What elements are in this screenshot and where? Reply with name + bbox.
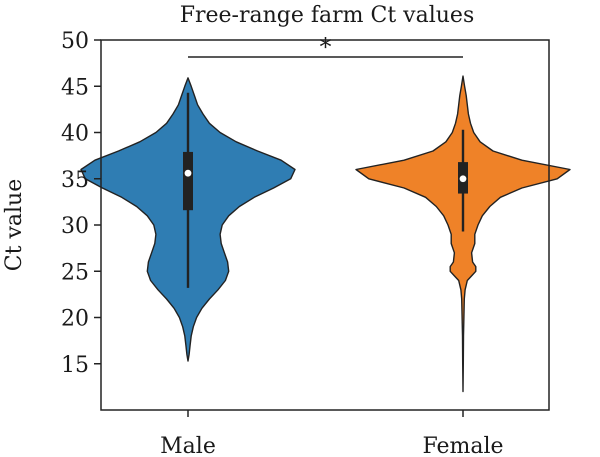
y-tick-label: 35	[61, 168, 89, 193]
y-tick-label: 25	[61, 260, 89, 285]
y-tick-label: 40	[61, 122, 89, 147]
boxplots-layer	[183, 92, 468, 288]
y-axis-label: Ct value	[2, 179, 27, 271]
median-marker-male	[184, 169, 192, 177]
y-tick-label: 15	[61, 353, 89, 378]
violin-female	[355, 75, 571, 393]
y-tick-label: 20	[61, 307, 89, 332]
x-tick-label-female: Female	[422, 434, 503, 457]
y-axis-ticks: 15 20 25 30 35 40 45 50	[61, 29, 101, 378]
y-tick-label: 30	[61, 214, 89, 239]
x-axis-ticks: Male Female	[160, 410, 504, 457]
chart-title: Free-range farm Ct values	[180, 3, 475, 28]
significance-layer: *	[188, 33, 463, 61]
y-tick-label: 50	[61, 29, 89, 54]
iqr-box-male	[183, 151, 193, 211]
median-marker-female	[459, 175, 467, 183]
significance-star: *	[320, 33, 332, 61]
y-tick-label: 45	[61, 75, 89, 100]
violins-layer	[80, 75, 571, 393]
x-tick-label-male: Male	[160, 434, 216, 457]
